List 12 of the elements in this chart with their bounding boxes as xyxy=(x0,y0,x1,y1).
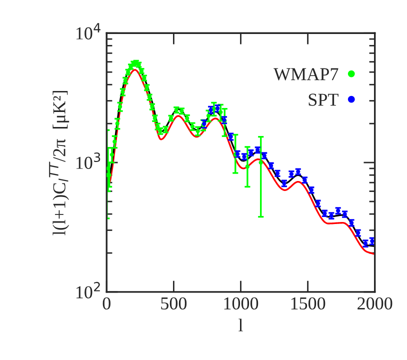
x-tick-label: 1500 xyxy=(291,297,326,310)
x-tick-label: 0 xyxy=(102,297,110,310)
y-tick-label: 10$^{3}$ xyxy=(76,152,100,169)
y-tick-label: 10$^{2}$ xyxy=(76,282,100,298)
y-axis-title: l(l+1)C$_{l}$$^{TT}$/2π [μK²] xyxy=(49,90,70,236)
x-tick-label: 1000 xyxy=(224,297,258,310)
y-tick-label: 10$^{4}$ xyxy=(76,23,100,40)
legend-label: SPT xyxy=(308,94,338,106)
legend-label: WMAP7 xyxy=(274,68,338,80)
x-tick-label: 2000 xyxy=(358,297,392,310)
x-axis-title: l xyxy=(238,318,243,332)
x-tick-label: 500 xyxy=(161,297,187,310)
